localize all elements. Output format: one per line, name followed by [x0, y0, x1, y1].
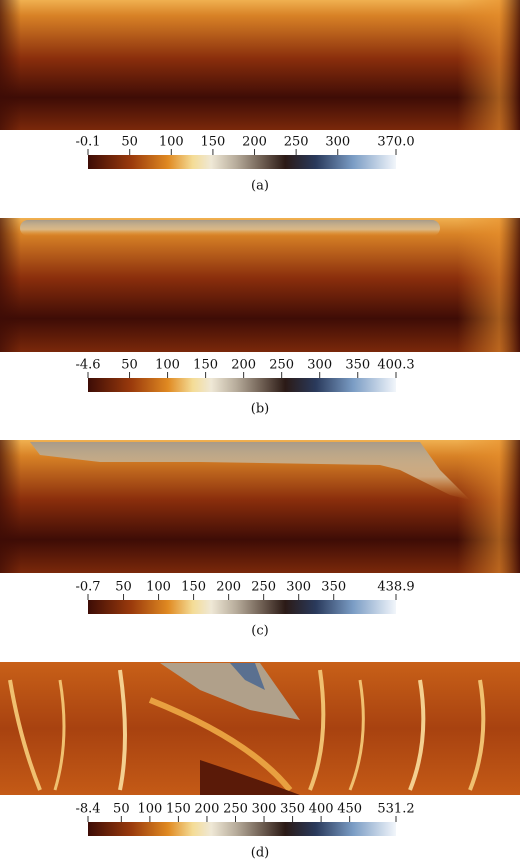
caption: (b): [251, 402, 269, 417]
colorbar-tick-label: 150: [193, 358, 218, 373]
field-c: [0, 440, 520, 573]
colorbar-tick-label: 450: [337, 802, 362, 817]
caption: (a): [251, 179, 269, 194]
colorbar-tick-label: 370.0: [377, 135, 414, 150]
colorbar: [88, 600, 396, 614]
field-b: [0, 218, 520, 352]
colorbar-tick-label: 250: [269, 358, 294, 373]
colorbar-tick-label: -0.1: [75, 135, 100, 150]
colorbar-tick-label: 150: [166, 802, 191, 817]
colorbar-tick-label: -4.6: [75, 358, 100, 373]
caption: (d): [251, 846, 269, 861]
colorbar-tick-label: -8.4: [75, 802, 100, 817]
colorbar-tick-label: 250: [284, 135, 309, 150]
colorbar-tick-label: 50: [113, 802, 130, 817]
colorbar-tick-label: 438.9: [377, 580, 414, 595]
colorbar: [88, 378, 396, 392]
colorbar-tick-label: 300: [252, 802, 277, 817]
caption: (c): [251, 624, 268, 639]
colorbar-tick-label: -0.7: [75, 580, 100, 595]
colorbar-tick-label: 350: [280, 802, 305, 817]
colorbar-tick-label: 400: [309, 802, 334, 817]
colorbar-tick-label: 100: [146, 580, 171, 595]
colorbar: [88, 822, 396, 836]
colorbar-tick-label: 150: [201, 135, 226, 150]
colorbar-tick-label: 531.2: [377, 802, 414, 817]
colorbar-tick-label: 100: [159, 135, 184, 150]
colorbar-tick-label: 50: [121, 358, 138, 373]
colorbar-tick-label: 300: [286, 580, 311, 595]
colorbar-tick-label: 200: [195, 802, 220, 817]
colorbar-tick-label: 200: [231, 358, 256, 373]
colorbar-tick-label: 400.3: [377, 358, 414, 373]
colorbar: [88, 155, 396, 169]
colorbar-tick-label: 100: [155, 358, 180, 373]
colorbar-tick-label: 200: [216, 580, 241, 595]
colorbar-tick-label: 350: [321, 580, 346, 595]
colorbar-tick-label: 250: [251, 580, 276, 595]
colorbar-tick-label: 200: [242, 135, 267, 150]
colorbar-tick-label: 50: [121, 135, 138, 150]
field-d: [0, 662, 520, 795]
colorbar-tick-label: 350: [345, 358, 370, 373]
colorbar-tick-label: 100: [137, 802, 162, 817]
colorbar-tick-label: 250: [223, 802, 248, 817]
colorbar-tick-label: 50: [115, 580, 132, 595]
colorbar-tick-label: 300: [307, 358, 332, 373]
colorbar-tick-label: 150: [181, 580, 206, 595]
field-a: [0, 0, 520, 130]
colorbar-tick-label: 300: [325, 135, 350, 150]
